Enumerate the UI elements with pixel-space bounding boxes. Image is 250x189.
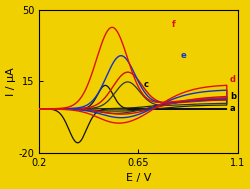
X-axis label: E / V: E / V — [125, 174, 150, 184]
Y-axis label: I / μA: I / μA — [6, 67, 16, 96]
Text: f: f — [171, 20, 174, 29]
Text: a: a — [229, 105, 235, 113]
Text: b: b — [229, 92, 235, 101]
Text: c: c — [144, 80, 148, 89]
Text: d: d — [229, 75, 235, 84]
Text: e: e — [180, 51, 186, 60]
